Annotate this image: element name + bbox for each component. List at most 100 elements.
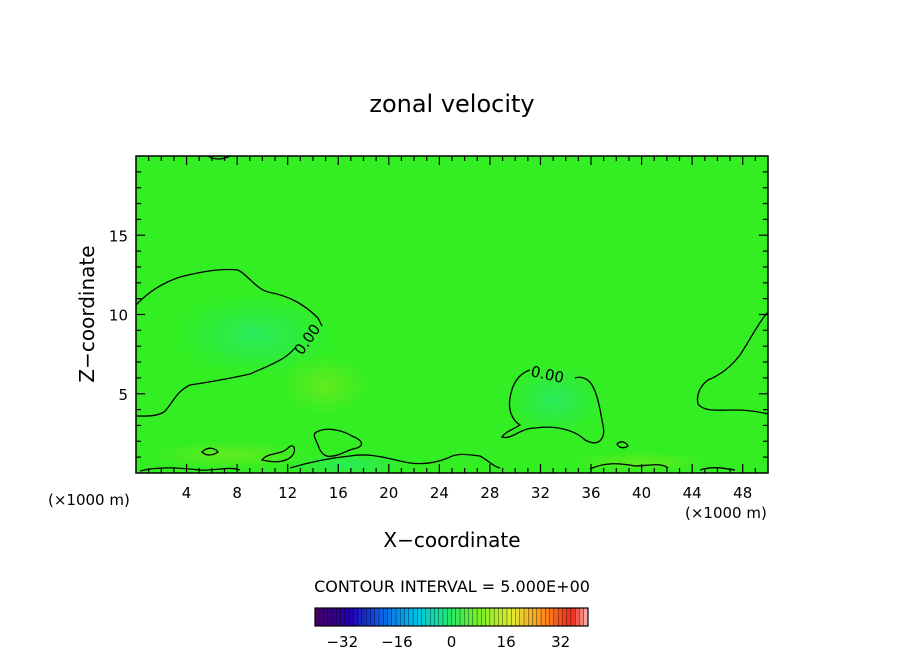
colorbar-segment (540, 607, 546, 627)
colorbar-segment (421, 607, 427, 627)
colorbar-segment (485, 607, 491, 627)
colorbar-segment (476, 607, 482, 627)
colorbar-segment (404, 607, 410, 627)
field-shading-region (175, 295, 335, 375)
x-tick-label: 44 (683, 484, 702, 502)
colorbar-segment (515, 607, 521, 627)
contour-line (616, 441, 629, 449)
colorbar-segment (314, 607, 320, 627)
colorbar-segment (511, 607, 516, 627)
contour-line (260, 445, 296, 463)
colorbar-segment (536, 607, 542, 627)
contour-interval-label: CONTOUR INTERVAL = 5.000E+00 (314, 577, 590, 596)
colorbar-segment (331, 607, 337, 627)
colorbar-segment (523, 607, 529, 627)
contour-line (699, 467, 736, 471)
contour-line (136, 347, 296, 417)
contour-line (201, 447, 219, 456)
colorbar-segment (481, 607, 487, 627)
colorbar-segment (545, 607, 551, 627)
colorbar-segment (395, 607, 401, 627)
x-tick-label: 48 (733, 484, 752, 502)
colorbar-segment (434, 607, 440, 627)
contour-field: 0.00 0.00 (136, 156, 768, 473)
colorbar-segment (344, 607, 350, 627)
colorbar-segment (566, 607, 572, 627)
colorbar-tick-label: 0 (447, 633, 457, 651)
contour-line (136, 268, 323, 327)
field-shading-region (150, 441, 310, 469)
colorbar-segment (442, 607, 448, 627)
colorbar-segment (549, 607, 555, 627)
colorbar-segment (383, 607, 388, 627)
contour-line (589, 463, 669, 470)
field-shading-region (290, 453, 410, 473)
colorbar-segment (361, 607, 367, 627)
colorbar-segment (464, 607, 470, 627)
colorbar-segment (532, 607, 538, 627)
colorbar-segment (570, 607, 576, 627)
colorbar-segment (336, 607, 342, 627)
contour-line (696, 311, 768, 415)
x-tick-label: 4 (182, 484, 192, 502)
colorbar-segment (498, 607, 504, 627)
contour-line (289, 453, 501, 469)
chart-title: zonal velocity (369, 90, 534, 118)
colorbar-segment (348, 607, 354, 627)
y-tick-label: 10 (109, 307, 128, 325)
colorbar-segment (579, 607, 585, 627)
colorbar-segment (459, 607, 465, 627)
zero-contour-lines (136, 156, 768, 472)
colorbar-segment (370, 607, 376, 627)
colorbar-segment (319, 607, 325, 627)
colorbar-segment (425, 607, 431, 627)
colorbar-segment (472, 607, 478, 627)
colorbar-segment (502, 607, 508, 627)
x-tick-label: 28 (480, 484, 499, 502)
x-axis-ticks: 4 8 12 16 20 24 28 32 36 40 44 48 (148, 156, 756, 502)
x-tick-label: 24 (430, 484, 449, 502)
colorbar-segment (451, 607, 457, 627)
colorbar-segment (374, 607, 380, 627)
colorbar-tick-label: 32 (551, 633, 570, 651)
contour-line (139, 467, 241, 472)
x-tick-label: 40 (632, 484, 651, 502)
colorbar-segment (489, 607, 495, 627)
colorbar-segment (412, 607, 418, 627)
colorbar-segment (468, 607, 474, 627)
contour-line (313, 428, 363, 458)
colorbar-frame (314, 607, 589, 627)
colorbar-segment (378, 607, 384, 627)
y-axis-ticks: 5 10 15 (109, 171, 768, 458)
colorbar-segment (557, 607, 563, 627)
y-tick-label: 5 (118, 386, 128, 404)
x-tick-label: 16 (329, 484, 348, 502)
colorbar-segment (519, 607, 525, 627)
colorbar-segment (327, 607, 333, 627)
x-tick-label: 12 (278, 484, 297, 502)
field-shading-region (280, 355, 370, 415)
colorbar-segment (366, 607, 371, 627)
x-tick-label: 20 (379, 484, 398, 502)
colorbar-tick-label: −32 (326, 633, 358, 651)
colorbar-segment (562, 607, 568, 627)
colorbar-segment (575, 607, 580, 627)
colorbar-segment (438, 607, 444, 627)
y-tick-label: 15 (109, 227, 128, 245)
x-tick-label: 36 (581, 484, 600, 502)
colorbar-segment (391, 607, 397, 627)
colorbar-segment (429, 607, 435, 627)
x-unit-right: (×1000 m) (685, 504, 767, 522)
colorbar-segment (528, 607, 534, 627)
y-axis-label: Z−coordinate (75, 245, 99, 382)
x-tick-label: 8 (232, 484, 242, 502)
colorbar-segment (400, 607, 406, 627)
colorbar-tick-label: 16 (497, 633, 516, 651)
x-axis-label: X−coordinate (383, 528, 520, 552)
colorbar-tick-label: −16 (381, 633, 413, 651)
colorbar-segment (417, 607, 423, 627)
x-unit-left: (×1000 m) (48, 491, 130, 509)
colorbar-segment (506, 607, 512, 627)
colorbar-segment (493, 607, 499, 627)
